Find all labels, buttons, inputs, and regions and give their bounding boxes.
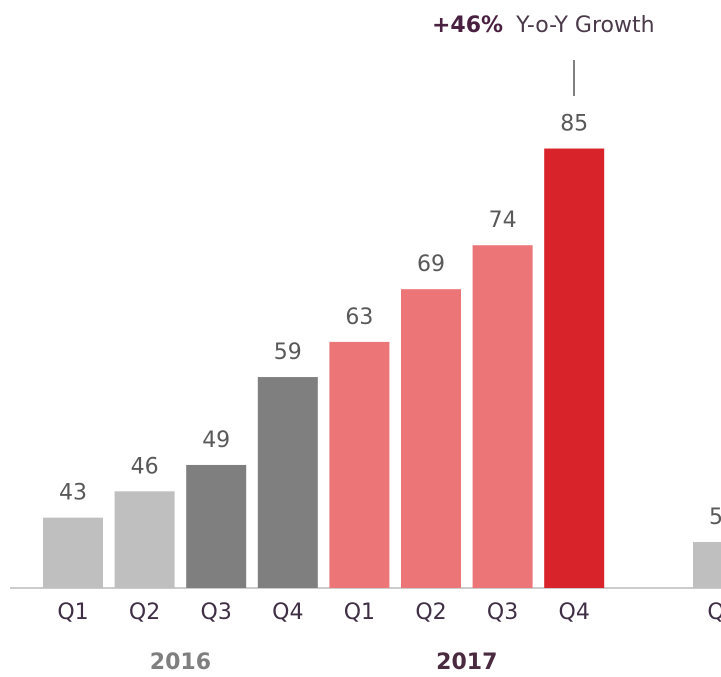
x-tick-label: Q1	[707, 600, 721, 625]
annotation-bold: +46%	[432, 13, 503, 38]
bar	[401, 289, 461, 588]
bar	[329, 341, 390, 588]
group-label: 2017	[436, 650, 497, 675]
group-label: 2016	[150, 650, 211, 675]
x-tick-label: Q4	[272, 600, 303, 625]
bar	[544, 148, 605, 588]
x-tick-label: Q1	[57, 600, 88, 625]
bar	[257, 377, 318, 588]
x-tick-label: Q3	[487, 600, 518, 625]
value-label: 43	[59, 481, 87, 506]
value-label: 49	[202, 428, 230, 453]
x-tick-label: Q1	[344, 600, 375, 625]
annotation: +46% Y-o-Y Growth	[432, 13, 655, 38]
annotation-text: Y-o-Y Growth	[515, 13, 654, 38]
bar	[472, 245, 533, 588]
bar	[114, 491, 175, 588]
bar	[693, 542, 721, 588]
x-tick-label: Q3	[201, 600, 232, 625]
value-label: 59	[274, 340, 302, 365]
value-label: 56	[709, 505, 721, 530]
bar	[186, 464, 247, 588]
x-tick-label: Q2	[415, 600, 446, 625]
bar	[43, 517, 103, 588]
value-label: 69	[417, 252, 445, 277]
x-tick-label: Q2	[129, 600, 160, 625]
value-label: 85	[560, 112, 588, 137]
value-label: 63	[345, 305, 373, 330]
value-label: 46	[131, 454, 159, 479]
value-label: 74	[489, 208, 517, 233]
x-tick-label: Q4	[559, 600, 590, 625]
